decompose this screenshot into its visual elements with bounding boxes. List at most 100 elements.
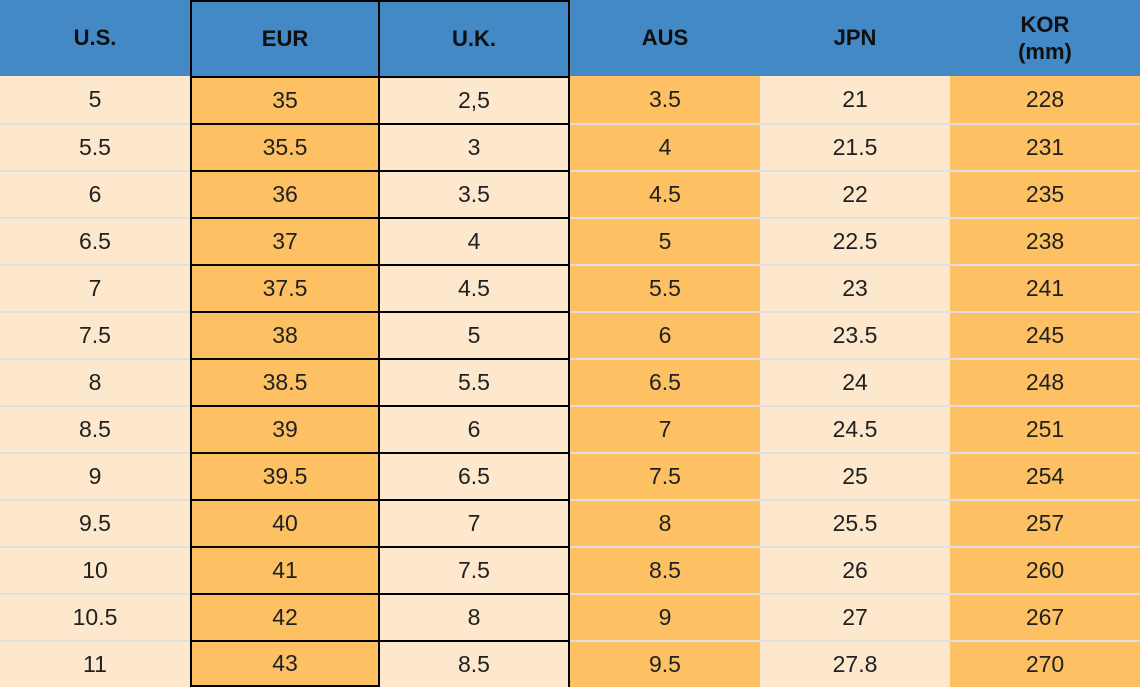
table-cell-us: 11 bbox=[0, 640, 190, 687]
table-row: 9.5 40 7 8 25.5 257 bbox=[0, 499, 1140, 546]
table-cell-uk: 4.5 bbox=[380, 264, 570, 311]
table-row: 6 36 3.5 4.5 22 235 bbox=[0, 170, 1140, 217]
table-cell-eur: 39 bbox=[190, 405, 380, 452]
column-header-kor-line2: (mm) bbox=[1018, 39, 1072, 64]
table-cell-jpn: 24.5 bbox=[760, 405, 950, 452]
table-row: 8.5 39 6 7 24.5 251 bbox=[0, 405, 1140, 452]
table-cell-kor: 251 bbox=[950, 405, 1140, 452]
table-cell-us: 7 bbox=[0, 264, 190, 311]
table-cell-eur: 42 bbox=[190, 593, 380, 640]
header-row: U.S. EUR U.K. AUS JPN KOR (mm) bbox=[0, 0, 1140, 76]
table-row: 10 41 7.5 8.5 26 260 bbox=[0, 546, 1140, 593]
table-row: 7.5 38 5 6 23.5 245 bbox=[0, 311, 1140, 358]
table-cell-aus: 5.5 bbox=[570, 264, 760, 311]
table-cell-jpn: 25.5 bbox=[760, 499, 950, 546]
table-header: U.S. EUR U.K. AUS JPN KOR (mm) bbox=[0, 0, 1140, 76]
table-row: 5.5 35.5 3 4 21.5 231 bbox=[0, 123, 1140, 170]
column-header-kor-line1: KOR bbox=[1020, 11, 1070, 37]
table-cell-us: 8.5 bbox=[0, 405, 190, 452]
table-cell-uk: 4 bbox=[380, 217, 570, 264]
table-cell-eur: 37 bbox=[190, 217, 380, 264]
table-cell-us: 10.5 bbox=[0, 593, 190, 640]
table-cell-aus: 4.5 bbox=[570, 170, 760, 217]
table-cell-eur: 39.5 bbox=[190, 452, 380, 499]
table-cell-jpn: 21.5 bbox=[760, 123, 950, 170]
table-cell-jpn: 27.8 bbox=[760, 640, 950, 687]
table-cell-kor: 267 bbox=[950, 593, 1140, 640]
table-cell-jpn: 27 bbox=[760, 593, 950, 640]
table-row: 8 38.5 5.5 6.5 24 248 bbox=[0, 358, 1140, 405]
table-cell-jpn: 24 bbox=[760, 358, 950, 405]
table-row: 10.5 42 8 9 27 267 bbox=[0, 593, 1140, 640]
table-cell-uk: 7.5 bbox=[380, 546, 570, 593]
table-cell-uk: 5 bbox=[380, 311, 570, 358]
table-cell-us: 6.5 bbox=[0, 217, 190, 264]
table-cell-eur: 36 bbox=[190, 170, 380, 217]
table-cell-us: 7.5 bbox=[0, 311, 190, 358]
table-cell-kor: 260 bbox=[950, 546, 1140, 593]
table-cell-us: 9.5 bbox=[0, 499, 190, 546]
table-row: 9 39.5 6.5 7.5 25 254 bbox=[0, 452, 1140, 499]
table-cell-uk: 6.5 bbox=[380, 452, 570, 499]
table-cell-aus: 9.5 bbox=[570, 640, 760, 687]
table-cell-eur: 40 bbox=[190, 499, 380, 546]
table-cell-uk: 8.5 bbox=[380, 640, 570, 687]
table-cell-kor: 254 bbox=[950, 452, 1140, 499]
table-cell-uk: 2,5 bbox=[380, 76, 570, 123]
table-cell-eur: 35.5 bbox=[190, 123, 380, 170]
table-cell-aus: 6.5 bbox=[570, 358, 760, 405]
table-cell-kor: 231 bbox=[950, 123, 1140, 170]
table-cell-aus: 8 bbox=[570, 499, 760, 546]
table-row: 11 43 8.5 9.5 27.8 270 bbox=[0, 640, 1140, 687]
table-cell-kor: 257 bbox=[950, 499, 1140, 546]
table-cell-uk: 3 bbox=[380, 123, 570, 170]
column-header-kor: KOR (mm) bbox=[950, 0, 1140, 76]
table-cell-jpn: 23.5 bbox=[760, 311, 950, 358]
column-header-uk: U.K. bbox=[380, 0, 570, 76]
table-cell-aus: 6 bbox=[570, 311, 760, 358]
table-cell-jpn: 26 bbox=[760, 546, 950, 593]
table-cell-us: 5.5 bbox=[0, 123, 190, 170]
table-cell-aus: 4 bbox=[570, 123, 760, 170]
table-cell-jpn: 25 bbox=[760, 452, 950, 499]
table-cell-aus: 9 bbox=[570, 593, 760, 640]
table-cell-uk: 7 bbox=[380, 499, 570, 546]
table-cell-jpn: 22.5 bbox=[760, 217, 950, 264]
table-cell-us: 10 bbox=[0, 546, 190, 593]
table-cell-kor: 228 bbox=[950, 76, 1140, 123]
table-body: 5 35 2,5 3.5 21 228 5.5 35.5 3 4 21.5 231 6 36 3.5 4.5 2… bbox=[0, 76, 1140, 687]
table-cell-uk: 3.5 bbox=[380, 170, 570, 217]
table-cell-eur: 38.5 bbox=[190, 358, 380, 405]
table-cell-aus: 7.5 bbox=[570, 452, 760, 499]
table-cell-aus: 3.5 bbox=[570, 76, 760, 123]
table-row: 7 37.5 4.5 5.5 23 241 bbox=[0, 264, 1140, 311]
table-cell-us: 9 bbox=[0, 452, 190, 499]
table-cell-jpn: 23 bbox=[760, 264, 950, 311]
table-row: 6.5 37 4 5 22.5 238 bbox=[0, 217, 1140, 264]
table-cell-jpn: 22 bbox=[760, 170, 950, 217]
table-cell-kor: 245 bbox=[950, 311, 1140, 358]
column-header-eur: EUR bbox=[190, 0, 380, 76]
table-cell-uk: 8 bbox=[380, 593, 570, 640]
table-cell-kor: 248 bbox=[950, 358, 1140, 405]
column-header-aus: AUS bbox=[570, 0, 760, 76]
table-cell-kor: 235 bbox=[950, 170, 1140, 217]
table-row: 5 35 2,5 3.5 21 228 bbox=[0, 76, 1140, 123]
table-cell-us: 5 bbox=[0, 76, 190, 123]
table-cell-uk: 6 bbox=[380, 405, 570, 452]
table-cell-uk: 5.5 bbox=[380, 358, 570, 405]
table-cell-us: 8 bbox=[0, 358, 190, 405]
table-cell-aus: 7 bbox=[570, 405, 760, 452]
table-cell-eur: 38 bbox=[190, 311, 380, 358]
table-cell-kor: 241 bbox=[950, 264, 1140, 311]
table-cell-us: 6 bbox=[0, 170, 190, 217]
table-cell-aus: 5 bbox=[570, 217, 760, 264]
table-cell-eur: 37.5 bbox=[190, 264, 380, 311]
column-header-jpn: JPN bbox=[760, 0, 950, 76]
column-header-us: U.S. bbox=[0, 0, 190, 76]
table-cell-eur: 43 bbox=[190, 640, 380, 687]
table-cell-eur: 41 bbox=[190, 546, 380, 593]
table-cell-eur: 35 bbox=[190, 76, 380, 123]
